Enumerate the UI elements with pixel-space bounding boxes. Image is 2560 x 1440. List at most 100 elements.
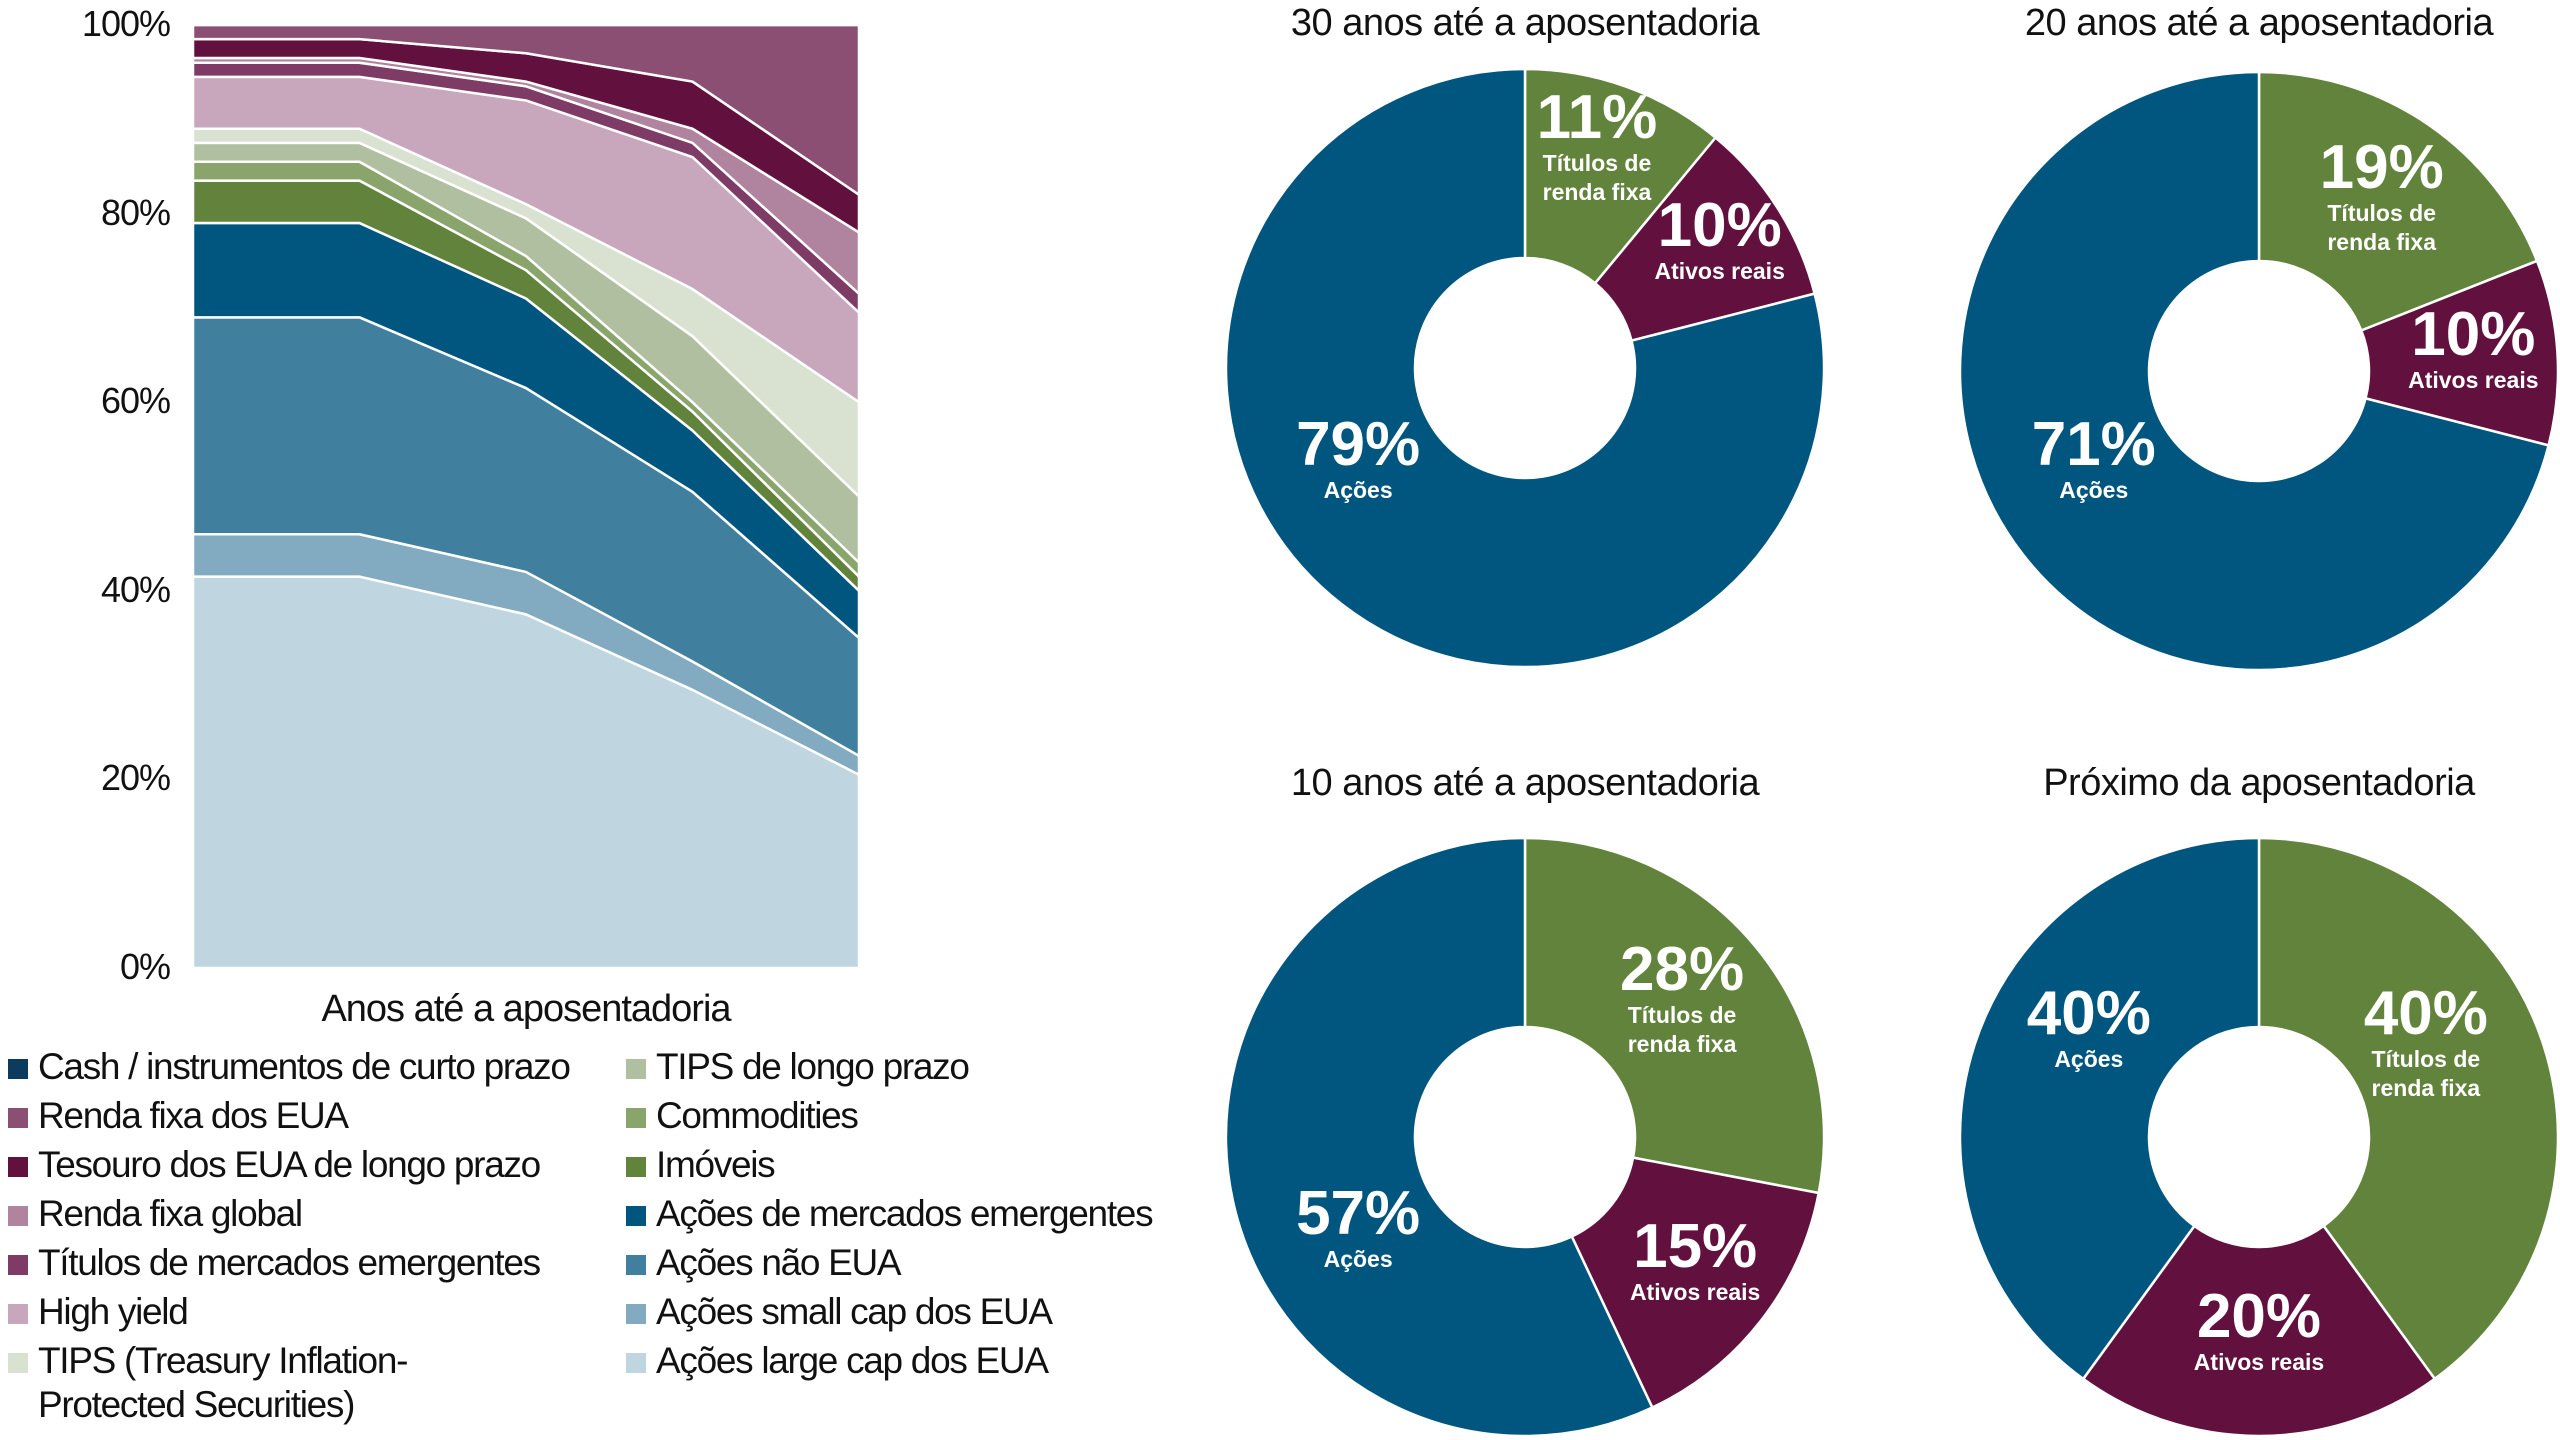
legend-label: Imóveis — [656, 1144, 776, 1185]
slice-name: Ações — [1323, 1245, 1393, 1272]
y-tick-label: 20% — [100, 757, 171, 799]
legend-swatch — [626, 1059, 646, 1079]
donut-chart — [1224, 836, 1826, 1438]
legend-swatch — [626, 1255, 646, 1275]
donut-slice — [1593, 135, 1817, 343]
legend-item: Ações de mercados emergentes — [626, 1192, 1154, 1236]
slice-percent: 10% — [2411, 300, 2536, 369]
slice-name: Títulos de renda fixa — [1542, 149, 1652, 205]
slice-percent: 28% — [1620, 935, 1745, 1005]
legend-label: Cash / instrumentos de curto prazo — [38, 1046, 571, 1087]
slice-percent: 15% — [1633, 1211, 1758, 1281]
legend-item: Ações não EUA — [626, 1241, 902, 1285]
legend-swatch — [8, 1157, 28, 1177]
slice-name: Títulos de renda fixa — [2371, 1046, 2481, 1102]
donut-slice — [2081, 1224, 2437, 1438]
slice-percent: 11% — [1536, 82, 1658, 152]
donut-slice-label: 10% Ativos reais — [2353, 304, 2560, 395]
legend-item: Títulos de mercados emergentes — [8, 1241, 541, 1285]
donut-slice-label: 15% Ativos reais — [1575, 1215, 1815, 1307]
legend-item: TIPS de longo prazo — [626, 1045, 970, 1089]
legend-item: Ações small cap dos EUA — [626, 1290, 1053, 1334]
legend-swatch — [8, 1206, 28, 1226]
donut-slice — [2359, 259, 2560, 447]
slice-percent: 40% — [2026, 979, 2151, 1049]
donut-slice — [2257, 836, 2560, 1381]
legend-item: Ações large cap dos EUA — [626, 1339, 1049, 1383]
legend-item: Imóveis — [626, 1143, 776, 1187]
slice-percent: 40% — [2363, 979, 2488, 1049]
y-tick-label: 80% — [100, 191, 171, 233]
legend-label: Ações small cap dos EUA — [656, 1291, 1053, 1332]
legend-swatch — [626, 1353, 646, 1373]
donut-slice — [1224, 67, 1826, 669]
donut-title: 30 anos até a aposentadoria — [1290, 2, 1760, 44]
slice-percent: 10% — [1657, 190, 1782, 260]
slice-name: Ativos reais — [1629, 1278, 1761, 1305]
y-tick-label: 60% — [100, 380, 171, 422]
donut-chart — [1958, 836, 2560, 1438]
slice-name: Ativos reais — [2408, 367, 2539, 393]
legend-swatch — [626, 1206, 646, 1226]
legend-swatch — [8, 1255, 28, 1275]
x-axis-title: Anos até a aposentadoria — [321, 988, 731, 1030]
legend-label: Renda fixa global — [38, 1193, 303, 1234]
donut-slice — [1958, 70, 2551, 672]
donut-slice-label: 40% Ações — [1969, 983, 2209, 1074]
legend-item: Commodities — [626, 1094, 859, 1138]
y-tick-label: 100% — [81, 3, 171, 44]
donut-title: 20 anos até a aposentadoria — [2024, 2, 2494, 44]
slice-percent: 20% — [2196, 1281, 2322, 1351]
slice-percent: 19% — [2319, 133, 2444, 203]
legend-label: Commodities — [656, 1095, 859, 1136]
donut-chart — [1958, 70, 2560, 672]
legend-swatch — [626, 1108, 646, 1128]
donut-slice-label: 71% Ações — [1974, 413, 2214, 505]
legend-item: Tesouro dos EUA de longo prazo — [8, 1143, 541, 1187]
legend-swatch — [8, 1059, 28, 1079]
legend-label: TIPS de longo prazo — [656, 1046, 970, 1087]
legend-item: Renda fixa global — [8, 1192, 303, 1236]
slice-percent: 57% — [1296, 1178, 1421, 1248]
donut-slice — [2257, 70, 2539, 333]
donut-chart — [1224, 67, 1826, 669]
donut-title: 10 anos até a aposentadoria — [1290, 762, 1760, 804]
donut-slice-label: 11% Títulos de renda fixa — [1477, 86, 1717, 207]
slice-name: Títulos de renda fixa — [2327, 200, 2437, 256]
slice-percent: 71% — [2031, 409, 2156, 479]
legend-label: Renda fixa dos EUA — [38, 1095, 349, 1136]
donut-slice-label: 20% Ativos reais — [2139, 1285, 2379, 1377]
donut-slice-label: 79% Ações — [1238, 413, 1478, 505]
legend-swatch — [8, 1108, 28, 1128]
slice-name: Ativos reais — [1654, 257, 1785, 284]
y-tick-label: 40% — [100, 568, 171, 610]
legend-item: High yield — [8, 1290, 189, 1334]
donut-slice-label: 10% Ativos reais — [1600, 194, 1840, 286]
legend-label: TIPS (Treasury Inflation-Protected Secur… — [38, 1340, 408, 1425]
slice-name: Ativos reais — [2193, 1348, 2325, 1375]
legend-swatch — [8, 1353, 28, 1373]
legend-item: TIPS (Treasury Inflation-Protected Secur… — [8, 1339, 548, 1427]
legend-label: Tesouro dos EUA de longo prazo — [38, 1144, 541, 1185]
donut-slice — [1958, 836, 2261, 1381]
slice-name: Ações — [1323, 476, 1393, 503]
donut-slice — [1523, 836, 1826, 1195]
legend-label: Ações de mercados emergentes — [656, 1193, 1154, 1234]
legend-swatch — [626, 1304, 646, 1324]
donut-slice — [1570, 1156, 1821, 1410]
legend-label: Ações não EUA — [656, 1242, 902, 1283]
legend-swatch — [8, 1304, 28, 1324]
donut-slice-label: 19% Títulos de renda fixa — [2262, 137, 2502, 257]
legend-swatch — [626, 1157, 646, 1177]
slice-name: Ações — [2059, 476, 2129, 503]
donut-slice — [1224, 836, 1654, 1438]
slice-percent: 79% — [1296, 409, 1421, 479]
legend-label: Ações large cap dos EUA — [656, 1340, 1049, 1381]
y-tick-label: 0% — [119, 946, 171, 987]
slice-name: Títulos de renda fixa — [1627, 1002, 1737, 1058]
legend-label: High yield — [38, 1291, 189, 1332]
slice-name: Ações — [2054, 1046, 2124, 1073]
donut-slice — [1523, 67, 1718, 286]
legend-item: Renda fixa dos EUA — [8, 1094, 349, 1138]
